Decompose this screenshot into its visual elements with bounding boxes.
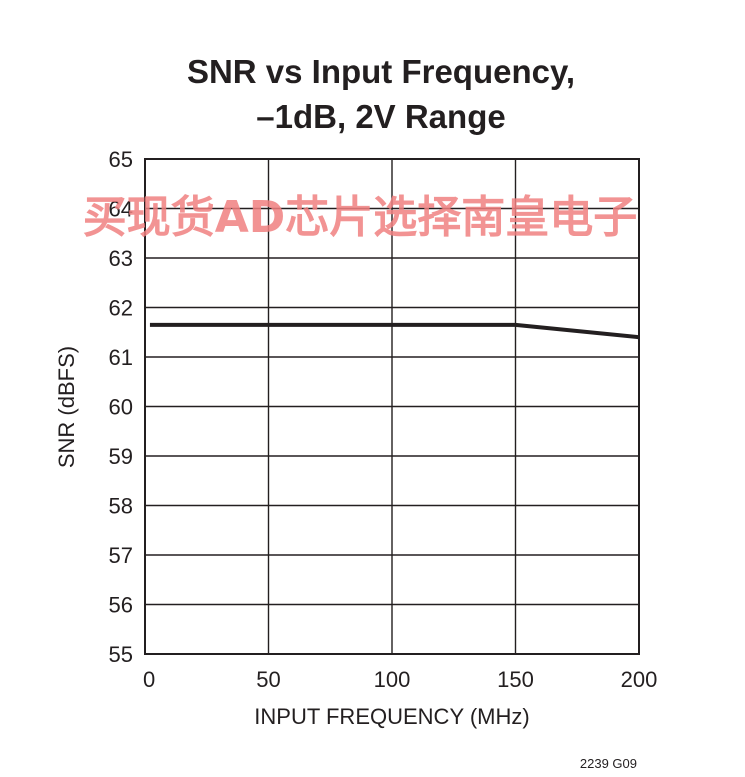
figure-id: 2239 G09 — [580, 756, 637, 771]
y-tick-label: 63 — [109, 246, 133, 271]
y-tick-label: 64 — [109, 197, 133, 222]
x-tick-labels: 0 50 100 150 200 — [143, 667, 657, 692]
y-tick-label: 62 — [109, 296, 133, 321]
chart-title-line-2: –1dB, 2V Range — [256, 98, 505, 135]
chart-title-line-1: SNR vs Input Frequency, — [187, 53, 575, 90]
y-axis-label: SNR (dBFS) — [54, 346, 79, 468]
watermark-text: 买现货AD芯片选择南皇电子 — [83, 192, 638, 243]
series-line-0 — [149, 322, 640, 340]
y-tick-label: 57 — [109, 543, 133, 568]
y-tick-label: 59 — [109, 444, 133, 469]
y-tick-labels: 55 56 57 58 59 60 61 62 63 64 65 — [109, 147, 133, 667]
x-axis-label: INPUT FREQUENCY (MHz) — [254, 704, 529, 729]
y-tick-label: 58 — [109, 494, 133, 519]
y-tick-label: 55 — [109, 642, 133, 667]
y-tick-label: 60 — [109, 395, 133, 420]
x-tick-label: 150 — [497, 667, 534, 692]
x-tick-label: 200 — [621, 667, 658, 692]
x-tick-label: 50 — [256, 667, 280, 692]
y-tick-label: 56 — [109, 593, 133, 618]
x-tick-label: 100 — [374, 667, 411, 692]
y-tick-label: 65 — [109, 147, 133, 172]
series-group — [149, 322, 640, 340]
plot-frame — [144, 158, 640, 655]
x-tick-label: 0 — [143, 667, 155, 692]
y-tick-label: 61 — [109, 345, 133, 370]
